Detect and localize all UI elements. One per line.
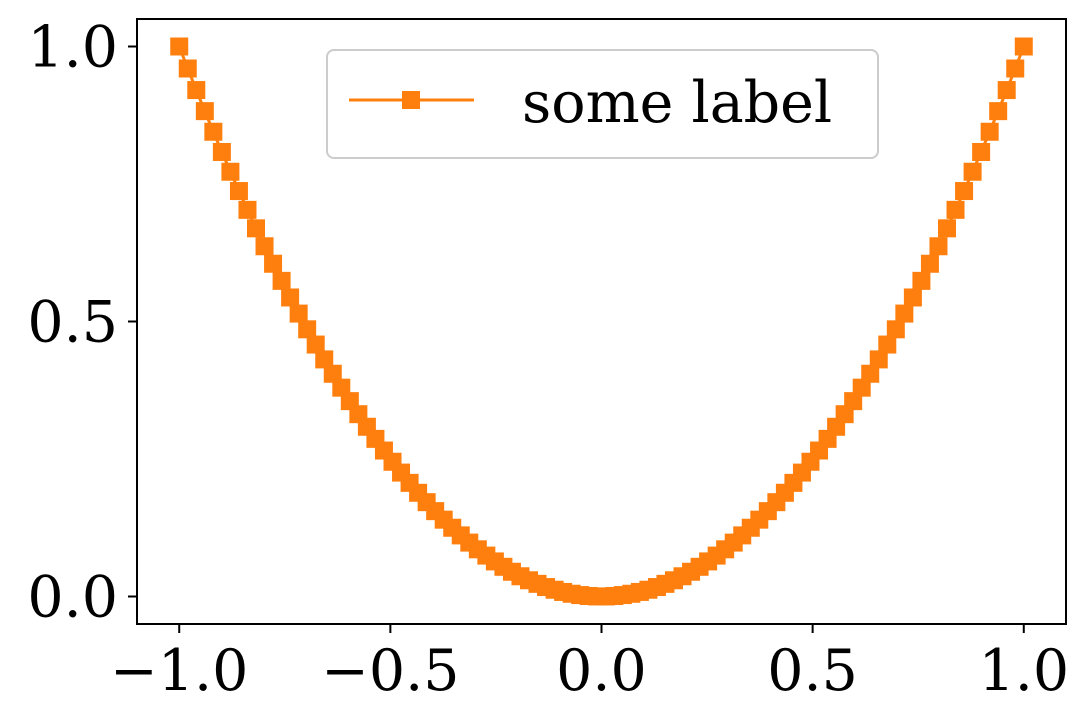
- series-layer: [170, 37, 1033, 606]
- data-point-marker: [195, 102, 214, 121]
- data-point-marker: [298, 320, 317, 339]
- data-point-marker: [963, 162, 982, 181]
- data-point-marker: [912, 271, 931, 290]
- data-point-marker: [997, 81, 1016, 100]
- data-point-marker: [238, 200, 257, 219]
- data-point-marker: [323, 364, 342, 383]
- data-point-marker: [289, 304, 308, 323]
- y-tick-label: 1.0: [27, 15, 118, 81]
- data-point-marker: [1006, 59, 1025, 78]
- data-point-marker: [895, 304, 914, 323]
- x-tick-label: 0.0: [556, 638, 647, 704]
- y-tick-label: 0.0: [27, 565, 118, 631]
- data-point-marker: [852, 378, 871, 397]
- data-point-marker: [178, 59, 197, 78]
- data-point-marker: [955, 182, 974, 201]
- data-point-marker: [972, 142, 991, 161]
- legend-marker-swatch: [402, 91, 420, 109]
- data-point-marker: [306, 335, 325, 354]
- data-point-marker: [229, 182, 248, 201]
- y-axis: 0.0 0.5 1.0: [27, 15, 137, 631]
- data-point-marker: [903, 288, 922, 307]
- x-tick-label: 1.0: [978, 638, 1069, 704]
- data-point-marker: [1014, 37, 1033, 56]
- data-point-marker: [315, 350, 334, 369]
- data-point-marker: [281, 288, 300, 307]
- data-point-marker: [861, 364, 880, 383]
- legend-label: some label: [522, 70, 832, 136]
- x-axis: −1.0 −0.5 0.0 0.5 1.0: [110, 624, 1069, 704]
- data-point-marker: [170, 37, 189, 56]
- data-point-marker: [204, 122, 223, 141]
- data-point-marker: [221, 162, 240, 181]
- data-point-marker: [929, 237, 948, 256]
- data-point-marker: [920, 254, 939, 273]
- data-point-marker: [980, 122, 999, 141]
- data-point-marker: [869, 350, 888, 369]
- legend-box: [326, 49, 879, 159]
- data-point-marker: [264, 254, 283, 273]
- x-tick-label: 0.5: [767, 638, 858, 704]
- data-point-marker: [946, 200, 965, 219]
- data-point-marker: [878, 335, 897, 354]
- data-point-marker: [886, 320, 905, 339]
- data-point-marker: [187, 81, 206, 100]
- x-tick-label: −1.0: [110, 638, 248, 704]
- data-point-marker: [247, 219, 265, 238]
- data-point-marker: [272, 271, 291, 290]
- x-tick-label: −0.5: [321, 638, 459, 704]
- y-tick-label: 0.5: [27, 290, 118, 356]
- legend: some label: [326, 49, 879, 159]
- data-point-marker: [255, 237, 274, 256]
- data-point-marker: [989, 102, 1008, 121]
- data-point-marker: [212, 142, 231, 161]
- data-point-marker: [938, 219, 956, 238]
